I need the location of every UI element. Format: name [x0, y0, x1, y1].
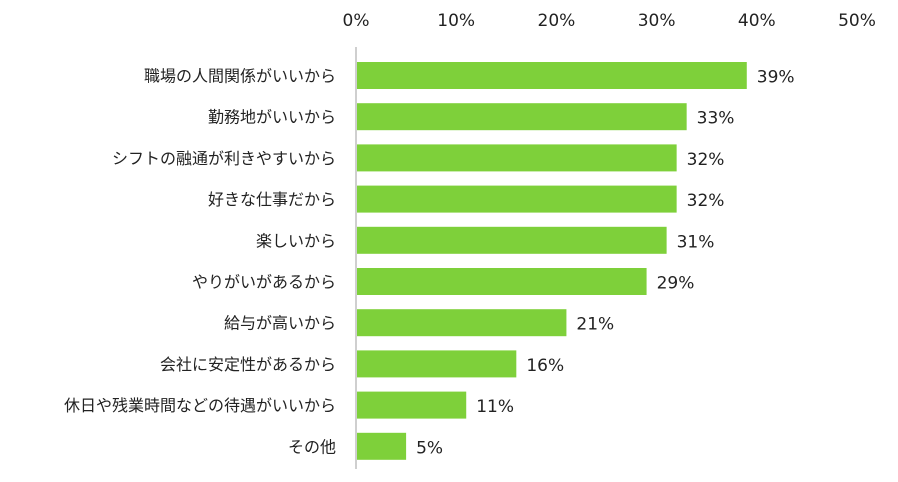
category-label: シフトの融通が利きやすいから — [112, 149, 336, 168]
value-label: 16% — [526, 356, 564, 376]
value-label: 29% — [657, 274, 695, 294]
bar — [357, 350, 517, 378]
category-label: 給与が高いから — [224, 314, 336, 333]
bar-series — [357, 62, 747, 460]
x-tick-label: 50% — [838, 11, 876, 31]
x-tick-label: 10% — [437, 11, 475, 31]
x-tick-label: 0% — [343, 11, 370, 31]
value-labels: 39% 33% 32% 32% 31% 29% 21% 16% 11% 5% — [416, 68, 794, 459]
bar — [357, 432, 407, 460]
category-label: やりがいがあるから — [192, 273, 336, 292]
bar — [357, 391, 467, 419]
category-label: 好きな仕事だから — [208, 190, 336, 209]
category-labels: 職場の人間関係がいいから勤務地がいいからシフトの融通が利きやすいから好きな仕事だ… — [64, 67, 336, 457]
value-label: 32% — [687, 191, 725, 211]
bar — [357, 103, 687, 131]
value-label: 5% — [416, 438, 443, 458]
value-label: 32% — [687, 150, 725, 170]
category-label: 勤務地がいいから — [208, 108, 336, 127]
category-label: 楽しいから — [256, 231, 336, 250]
category-label: 職場の人間関係がいいから — [144, 67, 336, 86]
bar — [357, 309, 567, 337]
bar — [357, 62, 747, 89]
bar — [357, 144, 677, 172]
value-label: 39% — [757, 68, 795, 88]
category-label: 会社に安定性があるから — [160, 355, 336, 374]
category-label: その他 — [288, 437, 336, 456]
x-axis-ticks: 0% 10% 20% 30% 40% 50% — [343, 11, 876, 31]
x-tick-label: 40% — [738, 11, 776, 31]
bar — [357, 185, 677, 213]
value-label: 11% — [476, 397, 514, 417]
bar — [357, 268, 647, 295]
category-label: 休日や残業時間などの待遇がいいから — [64, 396, 336, 415]
value-label: 33% — [697, 109, 735, 129]
x-tick-label: 20% — [538, 11, 576, 31]
value-label: 31% — [677, 232, 715, 252]
bar — [357, 226, 667, 254]
x-tick-label: 30% — [638, 11, 676, 31]
value-label: 21% — [576, 315, 614, 335]
